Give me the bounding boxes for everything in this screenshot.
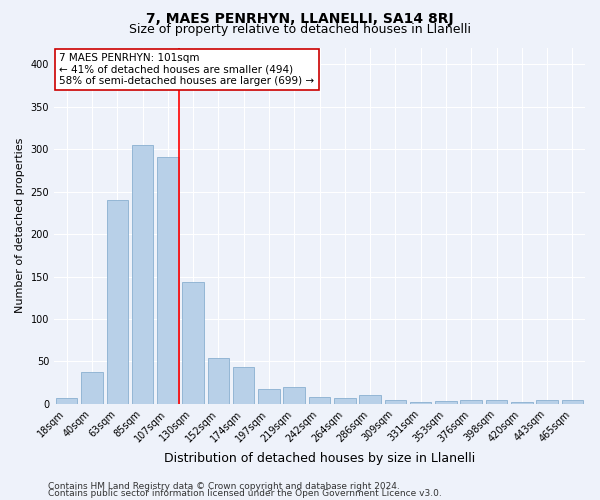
Bar bbox=[132, 145, 153, 404]
Bar bbox=[182, 282, 204, 404]
Text: 7, MAES PENRHYN, LLANELLI, SA14 8RJ: 7, MAES PENRHYN, LLANELLI, SA14 8RJ bbox=[146, 12, 454, 26]
X-axis label: Distribution of detached houses by size in Llanelli: Distribution of detached houses by size … bbox=[164, 452, 475, 465]
Bar bbox=[208, 358, 229, 404]
Bar bbox=[258, 388, 280, 404]
Text: Contains public sector information licensed under the Open Government Licence v3: Contains public sector information licen… bbox=[48, 490, 442, 498]
Text: Size of property relative to detached houses in Llanelli: Size of property relative to detached ho… bbox=[129, 22, 471, 36]
Bar bbox=[283, 387, 305, 404]
Bar bbox=[536, 400, 558, 404]
Bar bbox=[107, 200, 128, 404]
Bar bbox=[562, 400, 583, 404]
Text: Contains HM Land Registry data © Crown copyright and database right 2024.: Contains HM Land Registry data © Crown c… bbox=[48, 482, 400, 491]
Bar bbox=[309, 397, 330, 404]
Bar bbox=[359, 394, 381, 404]
Bar bbox=[157, 157, 179, 404]
Bar bbox=[460, 400, 482, 404]
Bar bbox=[410, 402, 431, 404]
Bar bbox=[233, 366, 254, 404]
Bar bbox=[486, 400, 507, 404]
Y-axis label: Number of detached properties: Number of detached properties bbox=[15, 138, 25, 314]
Bar bbox=[385, 400, 406, 404]
Bar bbox=[81, 372, 103, 404]
Bar bbox=[511, 402, 533, 404]
Text: 7 MAES PENRHYN: 101sqm
← 41% of detached houses are smaller (494)
58% of semi-de: 7 MAES PENRHYN: 101sqm ← 41% of detached… bbox=[59, 53, 314, 86]
Bar bbox=[56, 398, 77, 404]
Bar bbox=[334, 398, 356, 404]
Bar bbox=[435, 402, 457, 404]
